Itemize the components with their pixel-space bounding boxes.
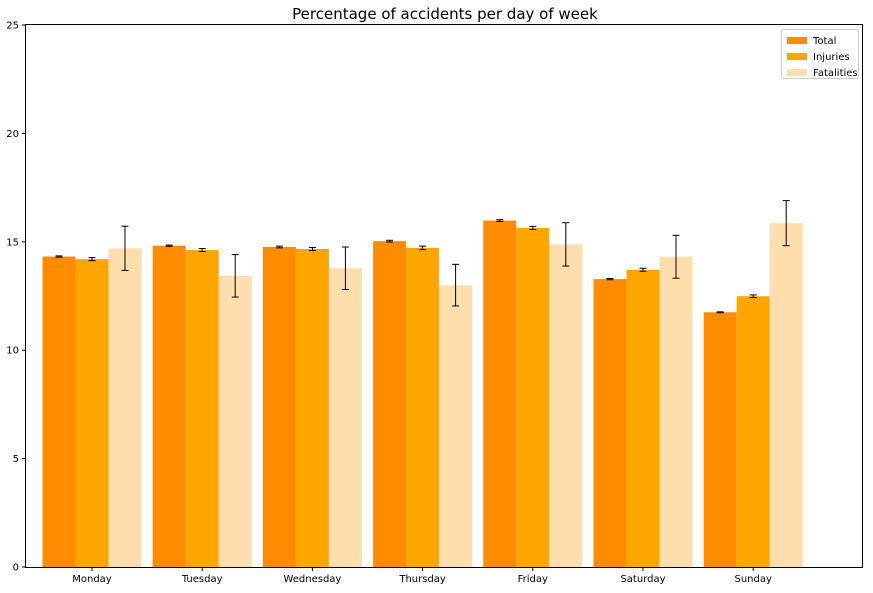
legend-label-injuries: Injuries [813,52,850,63]
bar-total-friday [483,220,517,568]
x-tick-label-friday: Friday [518,574,548,585]
bar-fatalities-thursday [439,285,473,567]
bar-fatalities-saturday [659,256,693,567]
legend-swatch-injuries [787,53,807,60]
bar-fatalities-monday [108,248,142,567]
bar-fatalities-wednesday [328,268,362,567]
error-bars-group [55,200,790,314]
y-axis: 0 5 10 15 20 25 [6,21,26,574]
legend-label-fatalities: Fatalities [813,68,858,79]
plot-area-frame [25,24,863,568]
x-tick-label-monday: Monday [72,574,112,585]
bar-injuries-thursday [406,247,440,567]
bar-fatalities-sunday [769,223,803,567]
bar-total-thursday [373,241,407,567]
legend-swatch-fatalities [787,69,807,76]
x-tick-label-saturday: Saturday [620,574,665,585]
x-tick-label-sunday: Sunday [734,574,771,585]
bar-injuries-friday [516,227,550,567]
bars-group [42,220,803,568]
y-tick-label: 10 [6,346,19,357]
bar-injuries-wednesday [295,248,329,567]
bar-injuries-saturday [626,269,660,567]
bar-fatalities-tuesday [218,275,252,567]
legend-swatch-total [787,37,807,44]
y-tick-label: 25 [6,21,19,32]
bar-fatalities-friday [549,244,583,567]
chart-title: Percentage of accidents per day of week [292,5,598,23]
bar-total-sunday [703,312,737,567]
y-tick-label: 5 [13,454,19,465]
bar-total-wednesday [262,247,296,567]
x-axis: Monday Tuesday Wednesday Thursday Friday Satu… [72,567,772,585]
legend-label-total: Total [812,36,836,47]
legend: Total Injuries Fatalities [781,29,859,79]
y-tick-label: 15 [6,237,19,248]
bar-total-tuesday [152,245,186,567]
bar-total-monday [42,256,76,567]
y-tick-label: 0 [13,563,19,574]
y-tick-label: 20 [6,129,19,140]
bar-injuries-tuesday [185,250,219,568]
bar-injuries-monday [75,259,109,567]
x-tick-label-thursday: Thursday [398,574,446,585]
bar-total-saturday [593,279,627,567]
x-tick-label-wednesday: Wednesday [283,574,341,585]
bar-injuries-sunday [736,296,770,567]
x-tick-label-tuesday: Tuesday [181,574,223,585]
